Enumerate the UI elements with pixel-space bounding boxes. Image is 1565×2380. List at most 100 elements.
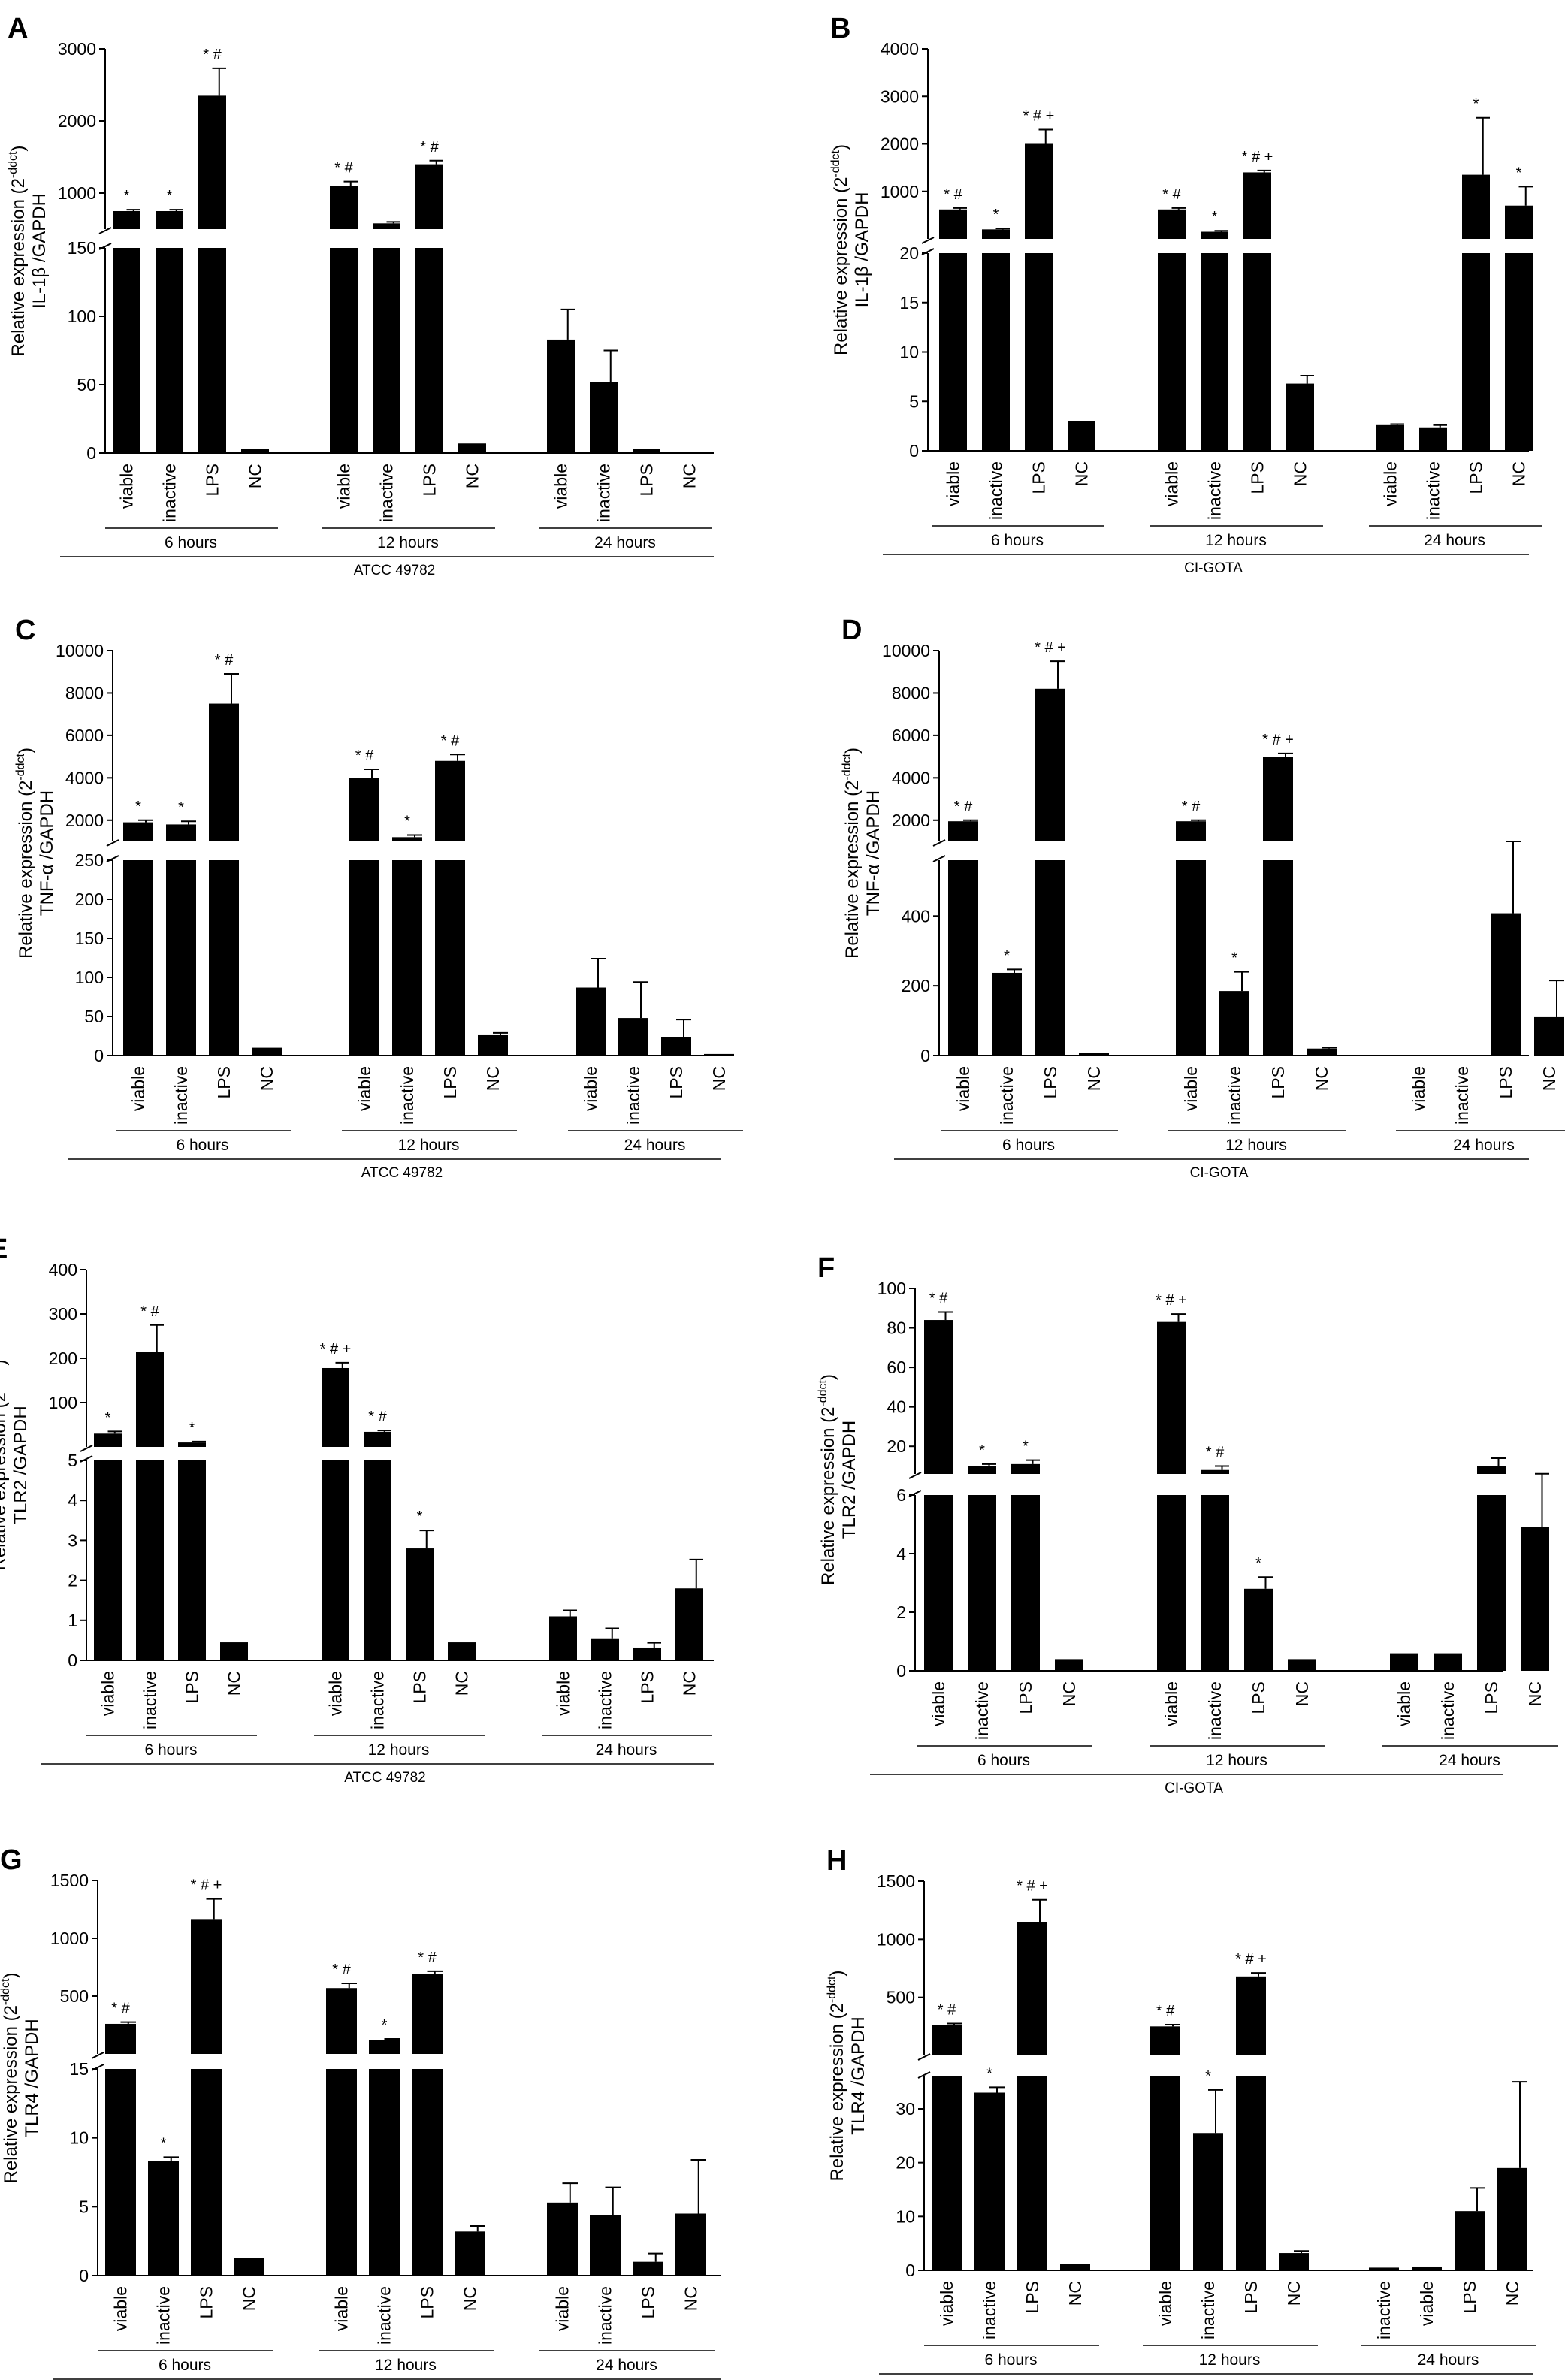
axis-break-mark <box>91 2052 104 2059</box>
bar <box>1035 860 1065 1056</box>
significance-marker: * # <box>215 652 234 669</box>
y-tick-label: 10000 <box>56 641 104 660</box>
x-tick-label: inactive <box>1424 461 1443 520</box>
bar <box>1462 253 1490 451</box>
bar <box>982 253 1010 451</box>
y-tick-label: 10 <box>896 2206 915 2226</box>
bar <box>326 1988 357 2054</box>
group-label: 24 hours <box>1439 1752 1500 1769</box>
x-tick-label: inactive <box>368 1671 388 1729</box>
x-tick-label: NC <box>463 464 482 488</box>
y-axis-label: Relative expression (2-ddct) <box>841 748 863 959</box>
x-tick-label: viable <box>117 464 137 509</box>
x-tick-label: viable <box>554 1671 573 1716</box>
x-tick-label: inactive <box>375 2286 394 2345</box>
y-tick-label: 5 <box>68 1451 77 1470</box>
x-tick-label: viable <box>111 2286 131 2331</box>
bar <box>369 2040 400 2054</box>
significance-marker: * # <box>418 1950 437 1966</box>
x-tick-label: LPS <box>1496 1066 1515 1098</box>
panel-letter: H <box>826 1845 847 1877</box>
significance-marker: * <box>124 188 130 204</box>
bar <box>105 2023 136 2054</box>
bar <box>136 1460 164 1660</box>
x-tick-label: viable <box>334 464 354 509</box>
y-tick-label: 30 <box>896 2099 915 2119</box>
bar <box>415 248 443 453</box>
y-tick-label: 100 <box>68 307 96 326</box>
panel-letter: B <box>830 13 850 44</box>
bar <box>675 1588 703 1660</box>
significance-marker: * <box>417 1509 423 1525</box>
bar <box>412 1974 443 2054</box>
x-tick-label: LPS <box>1016 1681 1035 1714</box>
y-tick-label: 1500 <box>50 1871 89 1890</box>
significance-marker: * # + <box>1017 1878 1048 1895</box>
x-tick-label: inactive <box>397 1066 417 1125</box>
bar <box>1505 205 1533 239</box>
significance-marker: * <box>1255 1555 1261 1572</box>
bar <box>94 1433 122 1447</box>
significance-marker: * <box>1473 96 1479 113</box>
bar <box>1534 1016 1564 1056</box>
x-tick-label: inactive <box>160 464 180 522</box>
bar <box>330 186 358 229</box>
x-tick-label: LPS <box>1249 1681 1268 1714</box>
x-tick-label: LPS <box>183 1671 202 1703</box>
y-tick-label: 60 <box>887 1358 906 1377</box>
significance-marker: * # <box>140 1303 159 1320</box>
group-label: 24 hours <box>1418 2351 1479 2369</box>
significance-marker: * # <box>355 748 374 764</box>
y-tick-label: 6 <box>896 1485 906 1505</box>
x-tick-label: inactive <box>171 1066 191 1125</box>
bar <box>1068 421 1095 451</box>
y-tick-label: 100 <box>49 1393 77 1412</box>
bar <box>322 1367 349 1447</box>
bar <box>1263 860 1293 1056</box>
bar <box>618 1018 648 1056</box>
group-label: 24 hours <box>596 2357 657 2374</box>
group-label: 24 hours <box>1424 532 1485 549</box>
y-axis-label: Relative expression (2-ddct) <box>829 144 851 355</box>
x-tick-label: viable <box>98 1671 118 1716</box>
bar <box>166 860 196 1056</box>
significance-marker: * # <box>1206 1444 1225 1460</box>
bar <box>1236 2076 1266 2270</box>
x-tick-label: NC <box>681 2286 701 2311</box>
significance-marker: * <box>1205 2068 1211 2085</box>
x-tick-label: inactive <box>1225 1066 1244 1125</box>
significance-marker: * <box>1231 950 1237 967</box>
y-axis-label-2: TNF-α /GAPDH <box>37 790 57 916</box>
x-tick-label: viable <box>1181 1066 1201 1111</box>
x-tick-label: LPS <box>666 1066 686 1098</box>
x-tick-label: inactive <box>624 1066 643 1125</box>
strain-label: CI-GOTA <box>1184 560 1243 576</box>
bar <box>392 860 422 1056</box>
x-tick-label: NC <box>1503 2281 1522 2306</box>
group-label: 24 hours <box>596 1741 657 1759</box>
group-label: 12 hours <box>1199 2351 1261 2369</box>
y-axis-label-2: TNF-α /GAPDH <box>863 790 884 916</box>
x-tick-label: viable <box>355 1066 374 1111</box>
y-axis-label: Relative expression (2-ddct) <box>817 1374 838 1585</box>
y-axis-label: Relative expression (2-ddct) <box>0 1359 10 1570</box>
bar <box>1219 991 1249 1056</box>
significance-marker: * <box>161 2135 167 2152</box>
bar <box>349 860 379 1056</box>
bar <box>123 822 153 841</box>
bar <box>1017 2076 1047 2270</box>
x-tick-label: inactive <box>140 1671 160 1729</box>
y-tick-label: 5 <box>909 391 919 411</box>
significance-marker: * <box>1023 1439 1029 1455</box>
group-label: 6 hours <box>977 1752 1030 1769</box>
x-tick-label: viable <box>332 2286 352 2331</box>
x-tick-label: inactive <box>596 1671 615 1729</box>
x-tick-label: NC <box>246 464 265 488</box>
y-tick-label: 10000 <box>882 641 930 660</box>
significance-marker: * # <box>1162 186 1181 203</box>
bar <box>1201 253 1228 451</box>
bar <box>1455 2211 1485 2270</box>
y-axis-label-2: TLR2 /GAPDH <box>11 1406 31 1524</box>
x-tick-label: LPS <box>637 464 657 496</box>
strain-label: CI-GOTA <box>1190 1165 1249 1181</box>
